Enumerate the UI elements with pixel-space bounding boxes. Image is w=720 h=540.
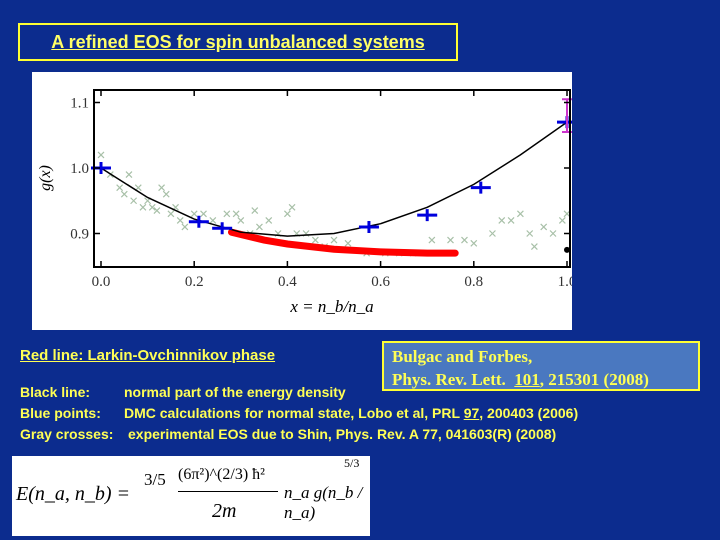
gray-cross (116, 184, 124, 192)
gray-cross (283, 210, 291, 218)
gray-cross (265, 216, 273, 224)
red-line (227, 228, 459, 257)
x-tick-label: 0.2 (185, 274, 204, 290)
x-tick-label: 0.6 (371, 274, 390, 290)
gray-cross (498, 216, 506, 224)
gray-cross (288, 203, 296, 211)
gray-cross (162, 190, 170, 198)
gray-crosses-label: Gray crosses: (20, 426, 114, 442)
formula-exponent: 5/3 (344, 456, 360, 470)
gray-cross (209, 216, 217, 224)
red-line-note: Red line: Larkin-Ovchinnikov phase (20, 347, 276, 364)
gray-cross (558, 216, 566, 224)
ref-journal-name: Phys. Rev. Lett. (392, 370, 515, 389)
y-tick-label: 1.1 (70, 96, 89, 112)
blue-volume: 97 (463, 405, 480, 421)
gray-crosses-text: experimental EOS due to Shin, Phys. Rev.… (128, 426, 557, 442)
gray-cross (251, 207, 259, 214)
formula-lhs: E(n_a, n_b) = (16, 483, 131, 505)
gray-cross (139, 203, 147, 211)
ref-pages: , 215301 (2008) (539, 370, 649, 389)
energy-formula: E(n_a, n_b) = 3/5 (6π²)^(2/3) ħ² 2m n_a … (12, 456, 370, 536)
formula-numerator: (6π²)^(2/3) ħ² (178, 466, 265, 483)
gray-cross (344, 239, 352, 247)
y-tick-label: 0.9 (70, 227, 89, 243)
eos-chart: 0.00.20.40.60.81.00.91.01.1 x = n_b/n_a … (32, 72, 572, 330)
gray-cross (120, 190, 128, 198)
blue-point (417, 209, 438, 222)
y-axis-label: g(x) (37, 165, 54, 191)
formula-fraction: 3/5 (144, 470, 166, 489)
gray-cross (125, 171, 133, 178)
blue-point (188, 215, 209, 228)
gray-cross (153, 207, 161, 214)
y-tick-label: 1.0 (70, 161, 89, 177)
gray-cross (181, 223, 189, 231)
gray-cross (200, 210, 207, 218)
blue-point (358, 220, 379, 233)
gray-cross (190, 210, 198, 218)
x-tick-label: 1.0 (558, 274, 572, 290)
gray-cross (158, 184, 166, 192)
gray-cross (148, 203, 156, 211)
blue-points-label: Blue points: (20, 405, 101, 421)
x-tick-label: 0.4 (278, 274, 297, 290)
plot-frame (93, 89, 571, 268)
reference-box: Bulgac and Forbes, Phys. Rev. Lett. 101,… (382, 341, 700, 391)
gray-cross (526, 230, 534, 237)
gray-cross (167, 210, 175, 218)
formula-denominator: 2m (212, 500, 237, 522)
gray-cross (130, 197, 138, 205)
gray-cross (461, 236, 468, 244)
gray-cross (97, 151, 105, 159)
gray-cross (256, 223, 263, 231)
slide-title: A refined EOS for spin unbalanced system… (18, 23, 458, 61)
black-line-text: normal part of the energy density (124, 384, 346, 400)
gray-cross (330, 236, 338, 244)
formula-bracket: n_a g(n_b / n_a) (284, 483, 363, 522)
gray-cross (176, 216, 184, 224)
blue-text-b: , 200403 (2006) (479, 405, 579, 421)
x-tick-label: 0.8 (464, 274, 483, 290)
gray-cross (489, 230, 496, 237)
blue-points-text: DMC calculations for normal state, Lobo … (124, 405, 578, 421)
gray-cross (516, 210, 524, 218)
gray-cross (507, 216, 515, 224)
blue-point (470, 181, 491, 194)
black-line-label: Black line: (20, 384, 91, 400)
black-point (564, 246, 570, 253)
x-tick-label: 0.0 (92, 274, 111, 290)
blue-text-a: DMC calculations for normal state, Lobo … (124, 405, 464, 421)
gray-cross (447, 236, 454, 244)
black-line (100, 121, 568, 237)
gray-cross (530, 243, 538, 251)
gray-cross (311, 236, 319, 244)
blue-point (212, 222, 233, 235)
gray-cross (540, 223, 548, 231)
gray-cross (223, 210, 231, 218)
reference-journal: Phys. Rev. Lett. 101, 215301 (2008) (392, 368, 690, 391)
ref-volume: 101 (514, 370, 540, 389)
gray-cross (549, 230, 557, 237)
x-axis-label: x = n_b/n_a (289, 297, 373, 316)
reference-authors: Bulgac and Forbes, (392, 347, 533, 366)
gray-cross (232, 210, 240, 218)
gray-cross (428, 236, 436, 244)
gray-cross (237, 216, 245, 224)
fraction-bar (178, 491, 278, 492)
gray-cross (470, 239, 478, 247)
